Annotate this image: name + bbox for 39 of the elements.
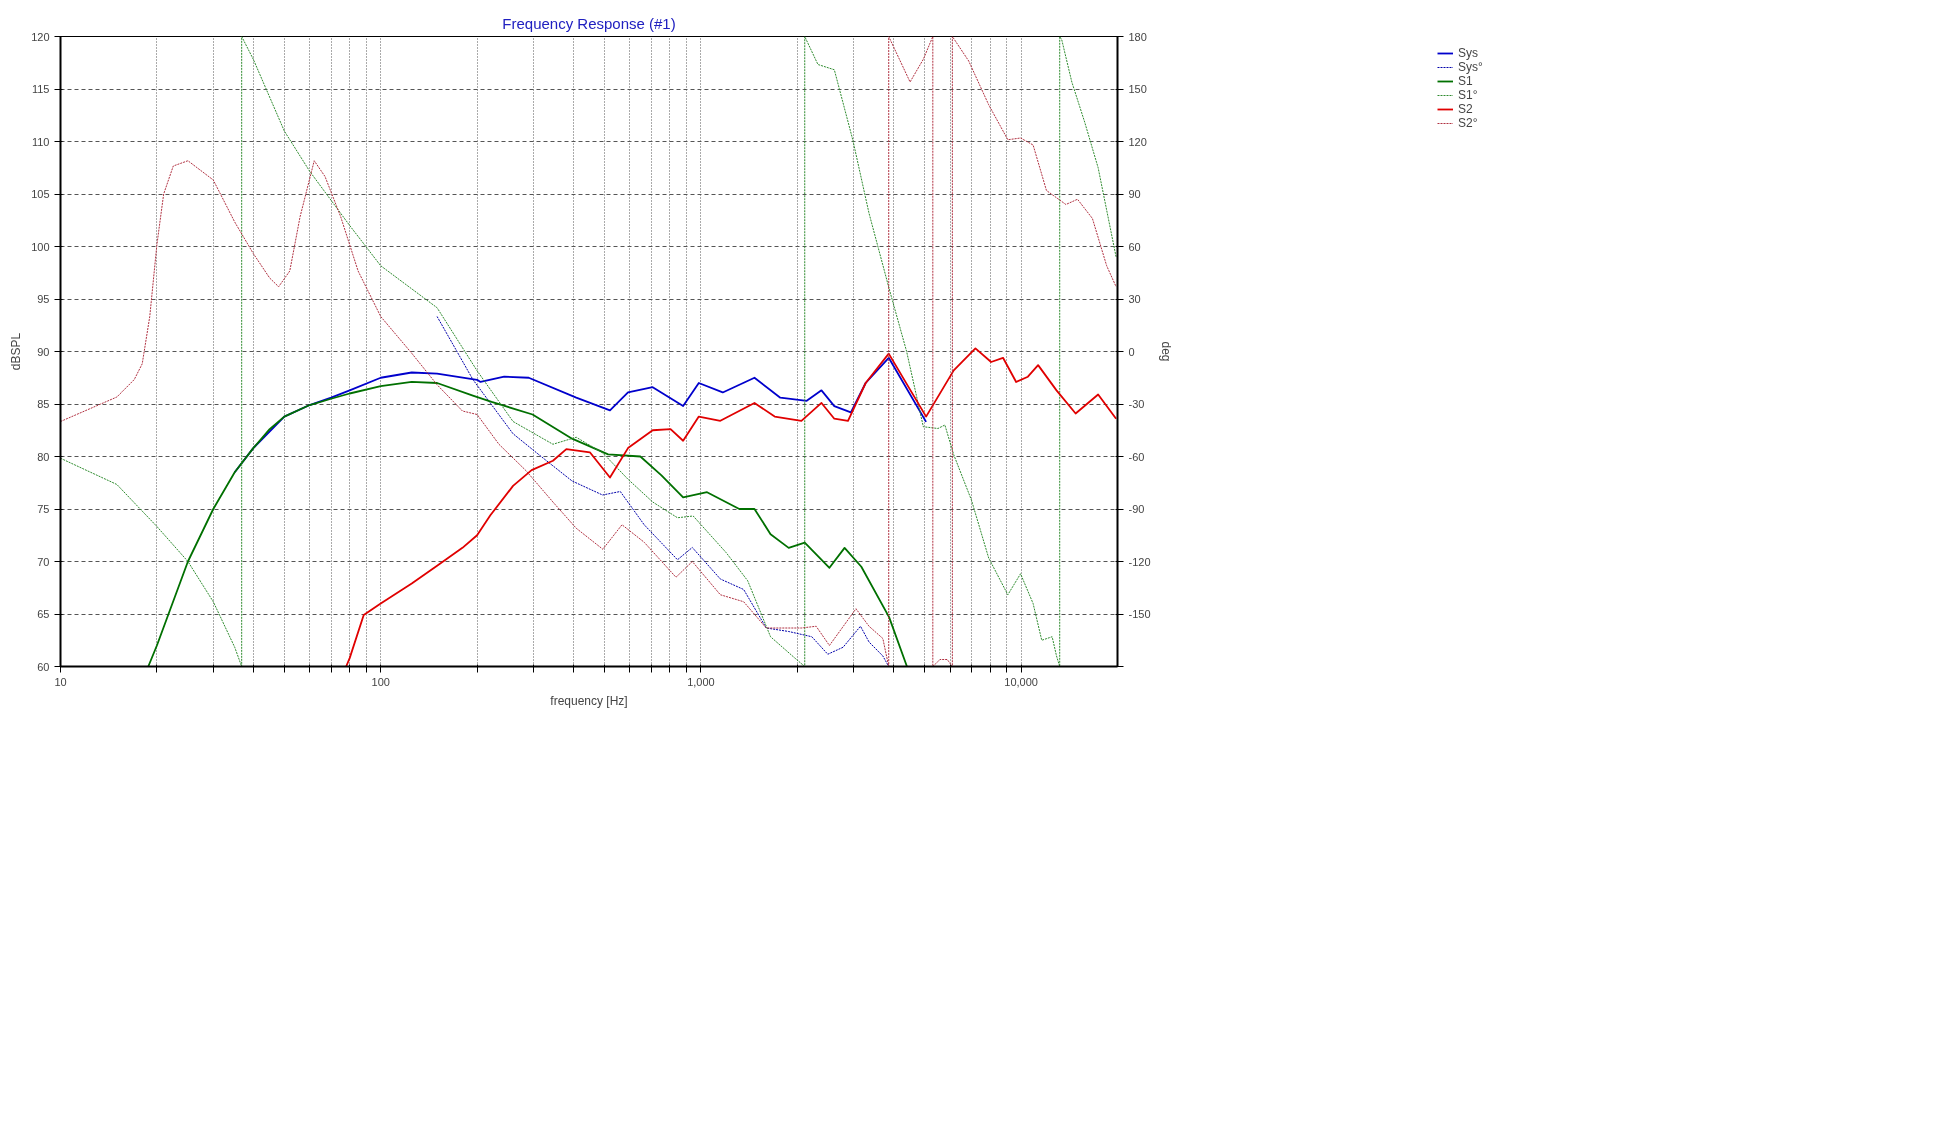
y2-tick-label: 180 (1128, 30, 1147, 43)
y-tick-label: 115 (31, 83, 50, 95)
y-tick-label: 90 (37, 345, 50, 358)
chart-title: Frequency Response (#1) (502, 14, 676, 32)
y2-tick-label: -30 (1128, 398, 1145, 410)
x-axis-title: frequency [Hz] (550, 693, 628, 708)
y2-tick-label: 60 (1128, 240, 1141, 253)
y-tick-label: 105 (31, 188, 50, 200)
y-tick-label: 110 (31, 135, 50, 148)
x-tick-label: 10,000 (1004, 675, 1038, 688)
y2-tick-label: 0 (1128, 345, 1135, 358)
x-tick-label: 1,000 (687, 675, 715, 688)
y-tick-label: 75 (37, 503, 50, 515)
y-tick-label: 85 (37, 398, 50, 410)
y2-tick-label: 90 (1128, 188, 1141, 200)
y-tick-label: 70 (37, 555, 50, 568)
y2-axis-title: deg (1158, 341, 1173, 362)
legend-label: S1 (1458, 74, 1474, 88)
y2-tick-label: 120 (1128, 135, 1147, 148)
legend-label: S2 (1458, 102, 1474, 116)
y2-tick-label: -60 (1128, 450, 1145, 463)
y-tick-label: 65 (37, 608, 50, 620)
x-tick-label: 10 (54, 675, 67, 688)
legend-label: S2° (1458, 116, 1479, 130)
y-tick-label: 100 (31, 240, 50, 253)
y-axis-title: dBSPL (9, 332, 24, 371)
y-tick-label: 120 (31, 30, 50, 43)
y2-tick-label: -90 (1128, 503, 1145, 515)
y2-tick-label: 150 (1128, 83, 1147, 95)
y-tick-label: 60 (37, 660, 50, 673)
legend-label: S1° (1458, 88, 1479, 102)
y2-tick-label: -120 (1128, 555, 1151, 568)
legend-label: Sys (1458, 46, 1479, 60)
y2-tick-label: 30 (1128, 293, 1141, 305)
legend-label: Sys° (1458, 60, 1483, 74)
y-tick-label: 95 (37, 293, 50, 305)
x-tick-label: 100 (371, 675, 390, 688)
y-tick-label: 80 (37, 450, 50, 463)
y2-tick-label: -150 (1128, 608, 1151, 620)
